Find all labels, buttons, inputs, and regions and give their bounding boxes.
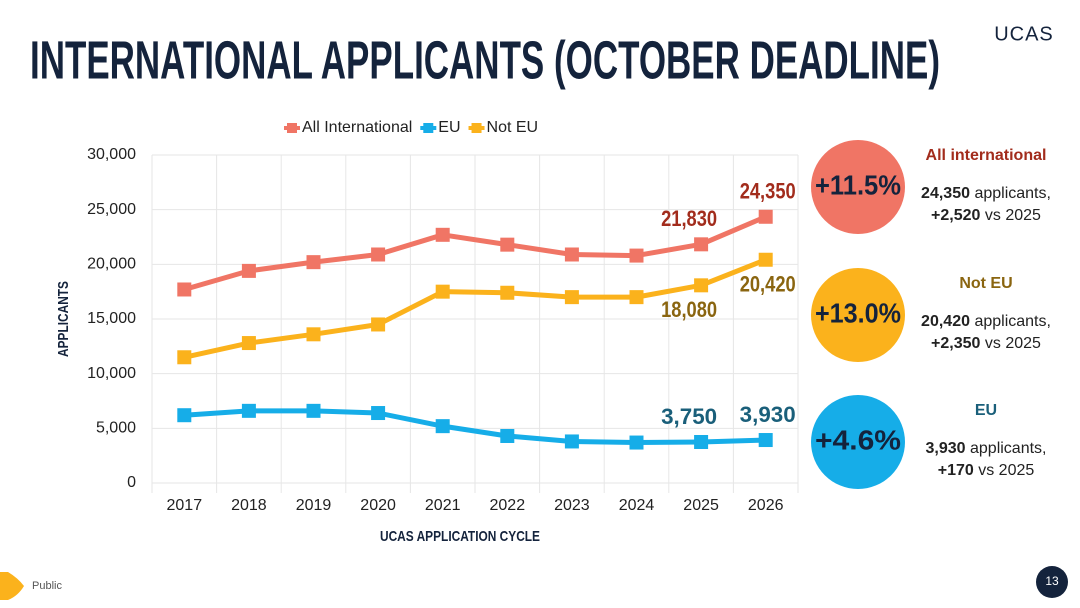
x-tick-label: 2021: [425, 497, 461, 514]
callout-applicants: 3,930 applicants,: [926, 440, 1047, 457]
slide-title: INTERNATIONAL APPLICANTS (OCTOBER DEADLI…: [30, 30, 940, 90]
legend-marker: [471, 123, 482, 133]
x-axis-title: UCAS APPLICATION CYCLE: [380, 528, 540, 545]
callout-applicants: 20,420 applicants,: [921, 313, 1051, 330]
x-tick-label: 2025: [683, 497, 719, 514]
x-tick-label: 2017: [167, 497, 203, 514]
callout-change: +2,520 vs 2025: [931, 207, 1041, 224]
point: [758, 433, 773, 448]
change-value: +2,520: [931, 207, 980, 224]
value-label: 3,930: [740, 402, 796, 427]
point: [306, 327, 321, 342]
value-label: 21,830: [661, 206, 717, 231]
point: [435, 419, 450, 434]
callout-heading: EU: [975, 402, 997, 419]
point: [500, 285, 515, 300]
x-tick-label: 2023: [554, 497, 590, 514]
value-label: 24,350: [740, 179, 796, 204]
series-line: [183, 214, 767, 292]
series-line: [183, 257, 767, 360]
point: [564, 247, 579, 262]
point: [306, 403, 321, 418]
badge: [0, 572, 24, 600]
y-tick-label: 20,000: [87, 256, 136, 273]
applicants-value: 3,930: [926, 440, 966, 457]
point: [177, 408, 192, 423]
callout-change: +2,350 vs 2025: [931, 335, 1041, 352]
point: [629, 435, 644, 450]
value-label: 18,080: [661, 297, 717, 322]
point: [564, 290, 579, 305]
point: [241, 263, 256, 278]
point: [758, 252, 773, 267]
point: [500, 237, 515, 252]
point: [371, 317, 386, 332]
legend-label: All International: [302, 119, 412, 136]
point: [241, 403, 256, 418]
legend-label: Not EU: [487, 119, 539, 136]
legend-label: EU: [438, 119, 460, 136]
x-tick-label: 2018: [231, 497, 267, 514]
y-axis-title: APPLICANTS: [55, 281, 72, 357]
applicants-text: applicants,: [974, 313, 1051, 330]
point: [758, 209, 773, 224]
point: [177, 350, 192, 365]
point: [241, 336, 256, 351]
x-tick-label: 2024: [619, 497, 655, 514]
legend-marker: [423, 123, 434, 133]
logo: UCAS: [994, 23, 1054, 45]
change-text: vs 2025: [978, 462, 1034, 479]
point: [694, 237, 709, 252]
callout-change: +170 vs 2025: [938, 462, 1035, 479]
point: [371, 247, 386, 262]
applicants-value: 20,420: [921, 313, 970, 330]
applicants-value: 24,350: [921, 185, 970, 202]
callout-circle: [811, 140, 905, 234]
change-value: +2,350: [931, 335, 980, 352]
point: [564, 434, 579, 449]
value-label: 20,420: [740, 272, 796, 297]
x-tick-label: 2022: [490, 497, 526, 514]
value-label: 3,750: [661, 404, 717, 429]
callout-percent: +4.6%: [815, 424, 901, 455]
point: [435, 284, 450, 299]
x-tick-label: 2019: [296, 497, 332, 514]
point: [435, 227, 450, 242]
classification: Public: [32, 580, 62, 592]
point: [306, 255, 321, 270]
y-tick-label: 10,000: [87, 365, 136, 382]
x-tick-label: 2020: [360, 497, 396, 514]
page-number: 13: [1045, 574, 1059, 588]
y-tick-label: 30,000: [87, 146, 136, 163]
y-tick-label: 0: [127, 474, 136, 491]
y-tick-label: 5,000: [96, 420, 136, 437]
page-badge: [1036, 566, 1068, 598]
callout-percent: +13.0%: [815, 297, 901, 328]
callout-circle: [811, 395, 905, 489]
point: [629, 248, 644, 263]
callout-percent: +11.5%: [815, 169, 901, 200]
callout-heading: Not EU: [959, 275, 1012, 292]
point: [371, 406, 386, 421]
y-tick-label: 15,000: [87, 310, 136, 327]
callout-heading: All international: [926, 147, 1047, 164]
callout-applicants: 24,350 applicants,: [921, 185, 1051, 202]
legend-marker: [287, 123, 297, 133]
point: [500, 428, 515, 443]
y-tick-label: 25,000: [87, 201, 136, 218]
point: [694, 435, 709, 449]
applicants-text: applicants,: [970, 440, 1047, 457]
change-text: vs 2025: [985, 207, 1041, 224]
point: [177, 282, 192, 297]
change-text: vs 2025: [985, 335, 1041, 352]
applicants-text: applicants,: [974, 185, 1051, 202]
series-line: [184, 408, 766, 446]
callout-circle: [811, 268, 905, 362]
change-value: +170: [938, 462, 974, 479]
point: [694, 278, 709, 293]
point: [629, 290, 644, 305]
x-tick-label: 2026: [748, 497, 784, 514]
